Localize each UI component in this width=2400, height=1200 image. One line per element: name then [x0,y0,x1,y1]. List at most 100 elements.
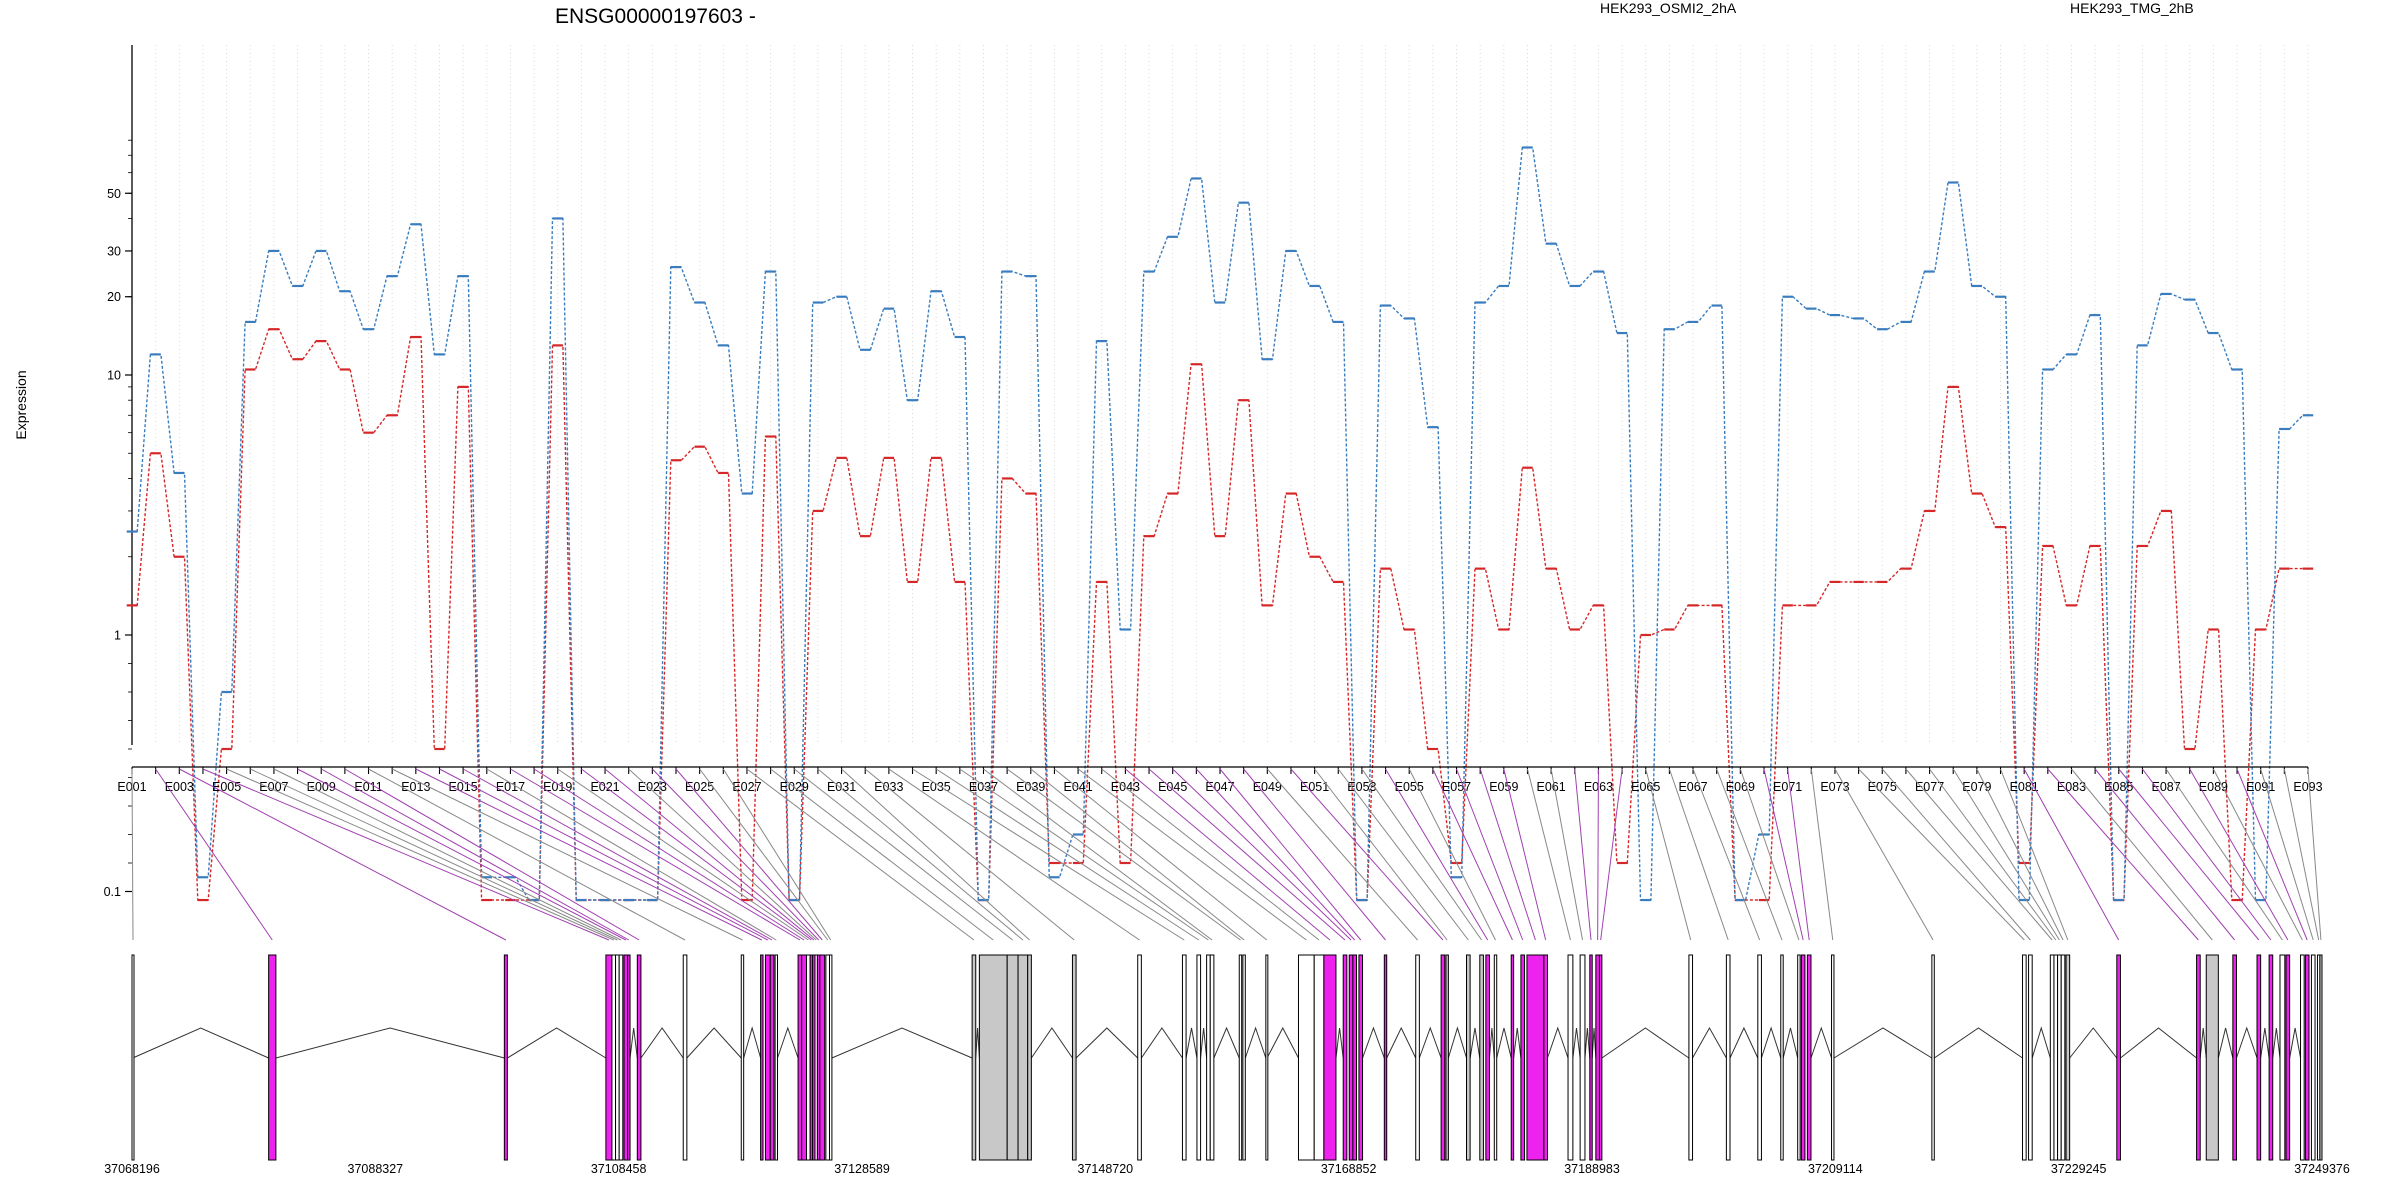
genomic-tick-label: 37188983 [1564,1162,1620,1176]
exon-connector [604,768,815,941]
exon-box [2022,954,2027,1161]
exon-connector [722,768,832,941]
exon-box [1526,954,1545,1161]
exon-connector [1172,768,1352,941]
intron-line [1729,1026,1759,1059]
intron-line [2031,1026,2051,1059]
exon-connector [1101,768,1320,941]
exon-connector [817,768,1024,941]
exon-connector [131,768,134,941]
exon-position-connectors [131,768,2322,941]
x-tick-label: E005 [212,780,241,794]
exon-box [1598,954,1603,1161]
exon-box [1595,954,1600,1161]
exon-connector [1858,768,2025,941]
exon-box [1238,954,1243,1161]
exon-box [2300,954,2305,1161]
intron-line [1572,1027,1581,1059]
exon-connector [2094,768,2236,941]
x-tick-label: E069 [1726,780,1755,794]
x-tick-label: E059 [1489,780,1518,794]
chart-title: ENSG00000197603 - [555,5,756,28]
exon-box [1209,954,1215,1161]
exon-box [1780,954,1784,1161]
exon-connector [2189,768,2289,941]
exon-gridlines [131,45,2309,745]
exon-box [769,954,775,1161]
exon-connector [2118,768,2260,941]
exon-connector [1645,768,1692,941]
exon-connector [1219,768,1362,941]
intron-line [2069,1027,2118,1059]
exon-connector [770,768,994,941]
intron-line [629,1027,638,1059]
exon-connector [1006,768,1241,941]
exon-box [615,954,620,1161]
x-tick-label: E049 [1253,780,1282,794]
x-tick-label: E081 [2010,780,2039,794]
exon-connector [1290,768,1444,941]
intron-line [507,1027,607,1059]
genomic-tick-label: 37229245 [2051,1162,2107,1176]
exon-box [1027,954,1032,1161]
genomic-tick-label: 37148720 [1078,1162,1134,1176]
intron-line [1266,1026,1299,1059]
intron-line [1140,1027,1183,1059]
exon-connector [2307,768,2322,941]
genomic-tick-label: 37168852 [1321,1162,1377,1176]
exon-connector [1337,768,1469,941]
exon-box [2060,954,2066,1161]
exon-box [605,954,613,1161]
intron-line [1244,1026,1267,1059]
exon-box [1137,954,1142,1161]
intron-line [831,1027,973,1059]
exon-connector [1668,768,1729,941]
exon-box [1196,954,1202,1161]
exon-connector [1503,768,1547,941]
exon-connector [1243,768,1386,941]
gene-model-track [131,954,2323,1161]
exon-box [2279,954,2286,1161]
exon-connector [462,768,773,941]
exon-box [1806,954,1812,1161]
exon-connector [250,768,618,941]
exon-box [1493,954,1498,1161]
exon-box [1242,954,1246,1161]
x-tick-label: E031 [827,780,856,794]
exon-connector [557,768,809,941]
exon-box [797,954,803,1161]
x-tick-label: E057 [1442,780,1471,794]
legend-entry-tmg: HEK293_TMG_2hB [2070,0,2194,16]
x-tick-label: E071 [1773,780,1802,794]
exon-connector [2236,768,2308,941]
intron-line [1200,1027,1208,1059]
exon-box [760,954,764,1161]
intron-line [1418,1026,1442,1059]
exon-box [611,954,617,1161]
exon-box [1757,954,1762,1161]
exon-connector [1763,768,1804,941]
intron-line [132,1027,269,1059]
exon-connector [1929,768,2057,941]
exon-connector [486,768,777,941]
exon-connector [297,768,627,941]
exon-connector [391,768,743,941]
exon-box [1313,954,1325,1161]
x-tick-label: E085 [2104,780,2133,794]
exon-box [618,954,624,1161]
exon-box [971,954,977,1161]
exon-connector [699,768,829,941]
exon-box [806,954,811,1161]
exon-connector [1385,768,1489,941]
exon-connector [2165,768,2283,941]
exon-connector [226,768,614,941]
exon-box [1520,954,1526,1161]
x-tick-label: E075 [1868,780,1897,794]
y-tick-label: 20 [107,290,121,304]
exon-connector [1266,768,1418,941]
exon-box [764,954,771,1161]
exon-box [2116,954,2121,1161]
x-tick-label: E091 [2246,780,2275,794]
x-tick-label: E019 [543,780,572,794]
